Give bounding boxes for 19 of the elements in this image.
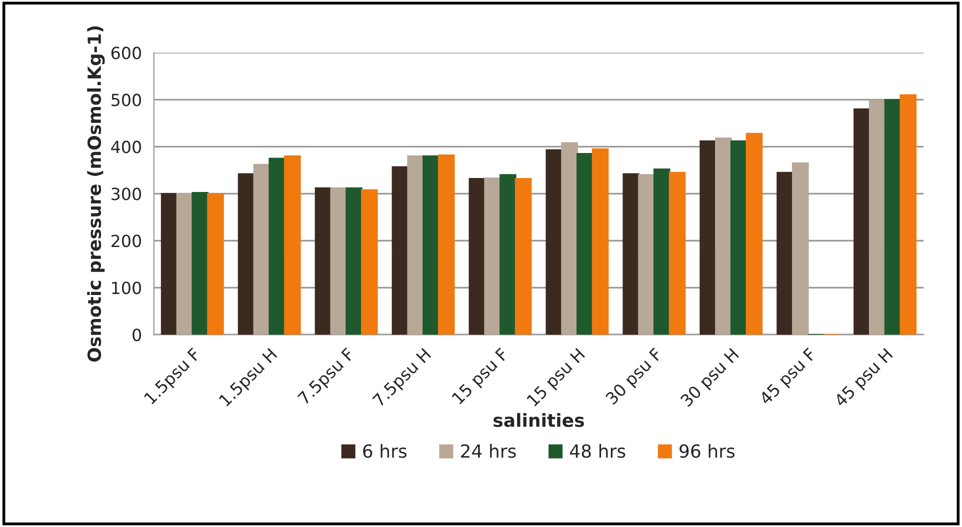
- x-tick-label: 45 psu H: [834, 348, 896, 410]
- legend-label: 24 hrs: [461, 444, 516, 458]
- x-tick-label: 45 psu F: [758, 347, 819, 408]
- legend-label: 96 hrs: [680, 444, 735, 458]
- x-tick-label: 15 psu F: [452, 347, 511, 407]
- x-axis-title: salinities: [494, 413, 584, 428]
- legend-label: 48 hrs: [570, 444, 626, 458]
- y-tick-label: 600: [111, 46, 142, 60]
- x-tick-label: 15 psu H: [526, 348, 588, 409]
- y-tick-label: 300: [112, 188, 142, 200]
- y-tick-label: 0: [132, 328, 142, 342]
- y-tick-label: 200: [112, 234, 142, 248]
- x-tick-label: 30 psu H: [680, 348, 742, 410]
- y-axis-title: Osmotic pressure (mOsmol.Kg-1): [87, 26, 105, 362]
- y-tick-label: 400: [111, 140, 142, 154]
- x-tick-label: 30 psu F: [604, 347, 665, 408]
- y-tick-label: 500: [112, 94, 142, 106]
- legend-label: 6 hrs: [363, 444, 406, 458]
- y-tick-label: 100: [112, 282, 142, 294]
